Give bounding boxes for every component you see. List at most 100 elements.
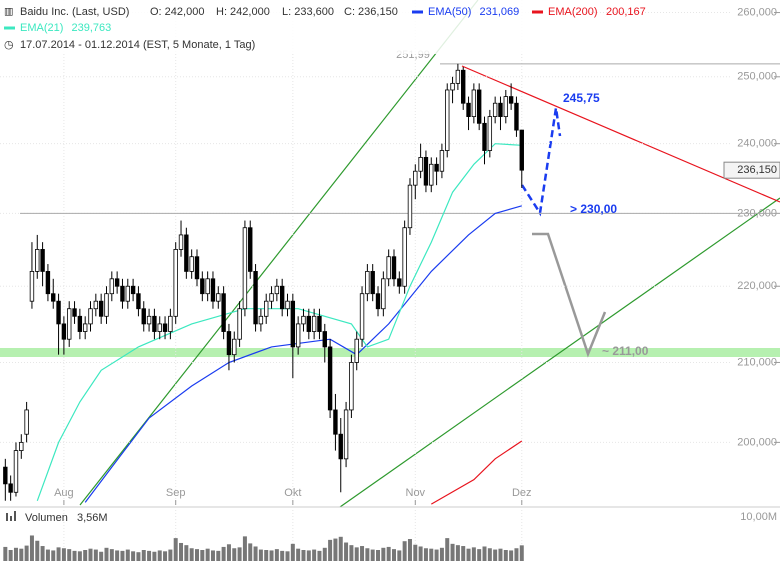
annotation: ~ 211,00 <box>602 344 649 358</box>
volume-bar <box>77 551 82 561</box>
volume-bar <box>83 550 88 561</box>
candle-body <box>386 256 391 280</box>
volume-bar <box>461 546 466 561</box>
candle-body <box>327 346 333 411</box>
volume-bar <box>226 544 231 561</box>
candle-body <box>381 278 386 310</box>
volume-bar <box>61 548 66 561</box>
volume-bar <box>173 538 178 561</box>
candle-body <box>322 331 327 348</box>
candle-body <box>8 483 13 493</box>
volume-bar <box>131 551 136 561</box>
volume-bar <box>67 549 72 561</box>
candle-body <box>274 285 280 295</box>
volume-bar <box>51 550 56 561</box>
candle-body <box>152 315 157 332</box>
volume-tick-label: 10,00M <box>740 511 777 523</box>
legend: EMA(50) 231,069 EMA(200) 200,167 EMA(21) 239,… <box>4 6 646 34</box>
candle-body <box>253 271 258 325</box>
volume-bar <box>99 551 104 561</box>
volume-bar <box>152 551 157 561</box>
candle-body <box>354 338 359 363</box>
candle-body <box>82 323 88 332</box>
volume-bar <box>232 548 237 561</box>
candle-body <box>429 163 434 186</box>
y-tick-label: 260,000 <box>737 6 777 18</box>
candle-body <box>413 170 418 186</box>
candle-body <box>503 96 509 118</box>
volume-bar <box>88 548 93 561</box>
candle-body <box>487 116 493 151</box>
candle-body <box>104 293 109 317</box>
volume-bar <box>269 550 274 561</box>
volume-bar <box>445 538 450 561</box>
legend-name: EMA(50) <box>428 6 471 18</box>
ohlc: O: 242,000 <box>150 6 204 18</box>
volume-bar <box>509 550 514 561</box>
x-tick-label: Aug <box>54 487 74 499</box>
volume-bar <box>141 550 146 561</box>
candle-body <box>514 102 519 131</box>
ema-line <box>431 440 523 505</box>
candle-body <box>40 249 45 272</box>
candle-body <box>450 82 455 91</box>
icon: ▥ <box>4 7 13 18</box>
volume-bar <box>322 547 327 561</box>
candle-body <box>67 308 72 340</box>
candle-body <box>146 315 152 325</box>
volume-bar <box>40 546 45 561</box>
candle-body <box>519 129 524 171</box>
volume-bar <box>104 547 109 561</box>
volume-bar <box>285 551 290 561</box>
volume-bar <box>8 550 13 561</box>
candle-body <box>423 156 429 186</box>
candle-body <box>508 96 514 104</box>
volume-bar <box>157 550 162 561</box>
candle-body <box>93 300 99 310</box>
candle-body <box>461 69 466 104</box>
volume-bar <box>487 548 492 561</box>
volume-bar <box>35 540 40 561</box>
volume-bar <box>402 541 407 561</box>
candle-body <box>168 315 173 332</box>
candle-body <box>317 315 322 332</box>
volume-bar <box>301 550 306 561</box>
volume-bar <box>45 549 50 561</box>
candle-body <box>61 323 67 340</box>
volume-bar <box>274 549 279 561</box>
volume-bar <box>184 545 189 561</box>
volume-bar <box>429 548 434 561</box>
candle-body <box>194 256 200 280</box>
volume-bar <box>349 545 354 561</box>
candle-body <box>375 293 381 310</box>
ema-line <box>84 205 522 503</box>
candle-body <box>311 315 317 332</box>
volume-bar <box>493 549 498 561</box>
candle-body <box>269 293 274 302</box>
volume-bar <box>407 539 412 561</box>
trend-line <box>339 197 780 508</box>
volume-bar <box>418 546 423 561</box>
volume-bar <box>296 548 301 561</box>
icon <box>6 513 8 521</box>
volume-bar <box>93 549 98 561</box>
volume-bar <box>194 549 199 561</box>
legend-value: 231,069 <box>480 6 520 18</box>
y-tick-label: 240,000 <box>737 138 777 150</box>
candle-body <box>125 285 130 302</box>
volume-bar <box>519 545 524 561</box>
x-tick-label: Dez <box>512 487 532 499</box>
volume-bar <box>503 550 508 561</box>
volume-bar <box>413 544 418 561</box>
candle-body <box>136 293 141 310</box>
candle-body <box>290 300 296 348</box>
icon <box>14 511 16 521</box>
volume-bar <box>242 536 247 561</box>
candle-body <box>51 293 56 302</box>
candle-body <box>455 69 461 84</box>
y-tick-label: 250,000 <box>737 71 777 83</box>
candle-body <box>370 271 375 295</box>
candle-body <box>109 278 115 295</box>
volume-bar <box>221 546 226 561</box>
x-tick-label: Nov <box>406 487 426 499</box>
